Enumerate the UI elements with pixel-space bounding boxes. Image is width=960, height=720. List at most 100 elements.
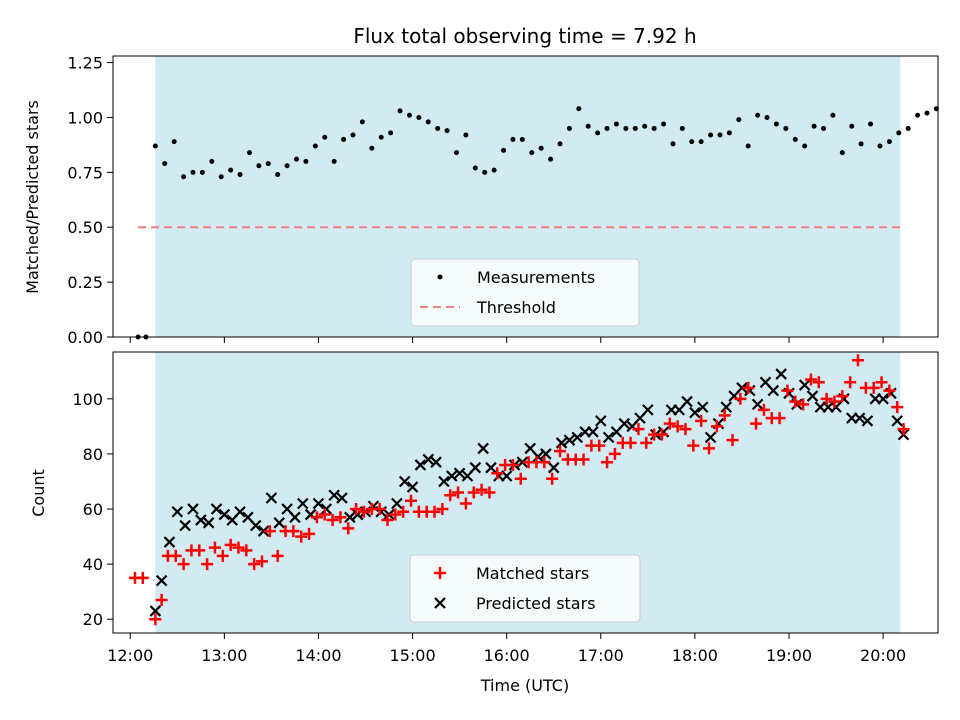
matched-star-point xyxy=(467,486,480,499)
count-y-axis-label: Count xyxy=(29,469,48,517)
measurement-point xyxy=(209,158,215,164)
legend-predicted-label: Predicted stars xyxy=(476,594,596,613)
predicted-star-point xyxy=(195,514,207,526)
count-x-tick-label: 18:00 xyxy=(672,646,718,665)
measurement-point xyxy=(632,125,638,131)
predicted-star-point xyxy=(532,450,544,463)
predicted-star-point xyxy=(414,459,427,471)
measurement-point xyxy=(294,156,300,162)
ratio-y-tick-label: 0.25 xyxy=(67,273,103,292)
measurement-point xyxy=(284,163,290,169)
predicted-star-point xyxy=(469,461,482,474)
predicted-star-point xyxy=(642,404,654,416)
predicted-star-point xyxy=(438,475,450,488)
measurement-point xyxy=(773,121,779,127)
predicted-star-point xyxy=(289,511,301,524)
matched-star-point xyxy=(836,390,849,403)
measurement-point xyxy=(199,169,205,175)
measurement-point xyxy=(905,125,911,131)
legend-predicted-marker xyxy=(434,597,446,609)
ratio-y-axis: 0.00 0.25 0.50 0.75 1.00 1.25 xyxy=(67,54,113,347)
matched-star-point xyxy=(326,514,339,527)
predicted-star-point xyxy=(571,431,584,444)
count-x-tick-label: 17:00 xyxy=(578,646,624,665)
measurement-point xyxy=(915,112,921,118)
ratio-y-axis-label: Matched/Predicted stars xyxy=(23,100,42,294)
matched-star-point xyxy=(263,525,276,538)
count-y-tick-label: 100 xyxy=(72,390,103,409)
count-x-tick-label: 15:00 xyxy=(390,646,436,665)
measurement-point xyxy=(482,169,488,175)
matched-star-point xyxy=(897,423,910,436)
matched-star-point xyxy=(593,439,606,452)
matched-star-point xyxy=(875,376,888,389)
matched-star-point xyxy=(726,434,739,447)
ratio-legend: Measurements Threshold xyxy=(410,258,640,327)
measurement-point xyxy=(341,136,347,142)
measurement-point xyxy=(312,143,318,149)
predicted-star-point xyxy=(775,368,787,380)
matched-star-point xyxy=(844,376,857,389)
count-y-tick-label: 60 xyxy=(83,500,103,519)
measurement-point xyxy=(510,136,516,142)
measurement-point xyxy=(519,136,525,142)
measurement-point xyxy=(256,163,262,169)
matched-star-point xyxy=(718,409,731,422)
predicted-star-point xyxy=(218,508,231,521)
matched-star-point xyxy=(655,428,668,441)
matched-star-point xyxy=(208,541,221,554)
matched-star-point xyxy=(624,436,637,449)
matched-star-point xyxy=(201,558,214,571)
matched-star-point xyxy=(632,423,645,436)
matched-star-point xyxy=(483,486,496,499)
matched-star-point xyxy=(295,530,308,543)
matched-star-point xyxy=(149,613,162,626)
matched-star-point xyxy=(310,511,323,524)
predicted-star-point xyxy=(547,461,560,474)
ratio-y-tick-label: 0.75 xyxy=(67,163,103,182)
matched-star-point xyxy=(232,541,245,554)
predicted-star-point xyxy=(265,492,278,504)
measurement-point xyxy=(152,143,158,149)
measurement-point xyxy=(651,125,657,131)
predicted-star-point xyxy=(398,475,411,488)
measurement-point xyxy=(792,136,798,142)
measurement-point xyxy=(162,161,168,167)
ratio-panel: Flux total observing time = 7.92 h 0.000… xyxy=(23,24,939,347)
measurement-point xyxy=(679,125,685,131)
x-axis-label: Time (UTC) xyxy=(480,676,569,695)
predicted-star-point xyxy=(430,456,442,468)
matched-star-point xyxy=(663,417,676,430)
measurement-point xyxy=(642,123,648,129)
measurement-point xyxy=(698,139,704,145)
predicted-star-point xyxy=(179,519,191,532)
count-y-tick-label: 40 xyxy=(83,555,103,574)
measurement-points xyxy=(135,106,939,340)
measurement-point xyxy=(886,139,892,145)
measurement-point xyxy=(764,114,770,120)
matched-star-point xyxy=(506,458,519,471)
measurement-point xyxy=(670,141,676,147)
measurement-point xyxy=(350,132,356,138)
measurement-point xyxy=(849,123,855,129)
measurement-point xyxy=(453,150,459,156)
measurement-point xyxy=(331,158,337,164)
measurement-point xyxy=(623,125,629,131)
matched-star-point xyxy=(742,381,755,394)
matched-star-point xyxy=(577,453,590,466)
measurement-point xyxy=(190,169,196,175)
predicted-star-point xyxy=(273,517,286,529)
predicted-star-point xyxy=(798,379,811,391)
measurement-point xyxy=(868,121,874,127)
legend-matched-label: Matched stars xyxy=(476,564,589,583)
matched-star-point xyxy=(444,489,457,502)
matched-star-point xyxy=(601,456,614,469)
predicted-star-point xyxy=(587,426,599,438)
legend-measurements-label: Measurements xyxy=(477,268,595,287)
predicted-star-point xyxy=(149,605,162,617)
measurement-point xyxy=(397,108,403,114)
matched-stars-points xyxy=(128,354,910,626)
measurement-point xyxy=(566,125,572,131)
measurement-point xyxy=(491,167,497,173)
